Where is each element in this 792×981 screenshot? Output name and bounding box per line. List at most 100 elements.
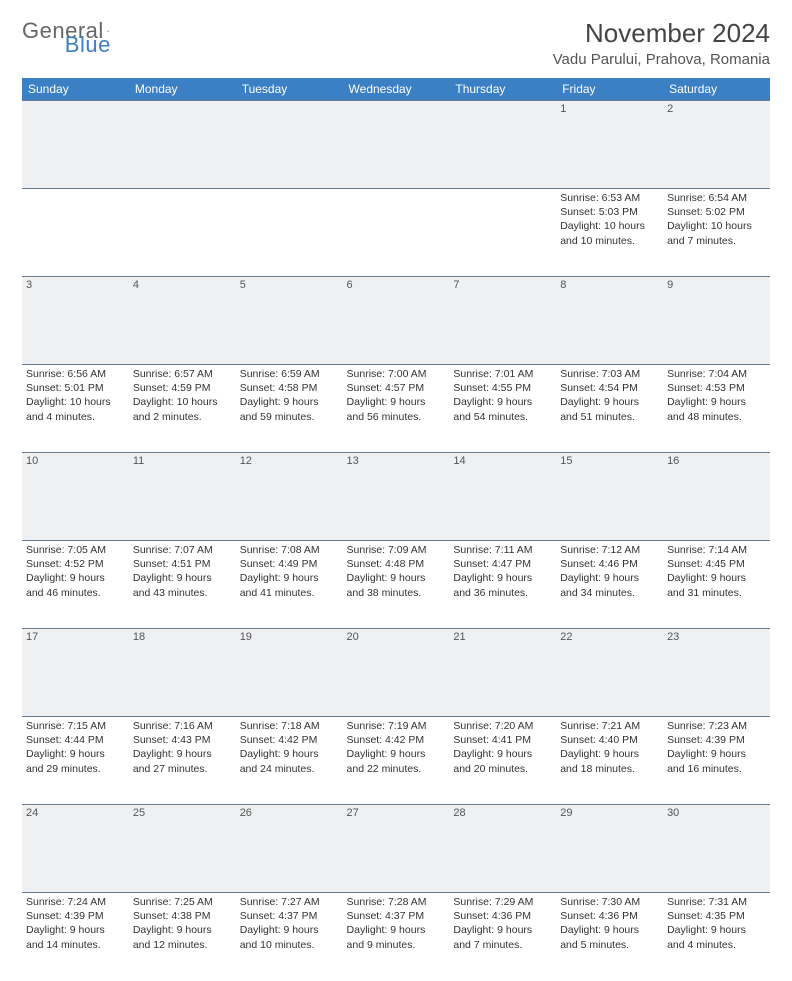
day-number: 22: [556, 629, 663, 717]
day-number: 9: [663, 277, 770, 365]
sunset-text: Sunset: 4:40 PM: [560, 733, 659, 747]
sunrise-text: Sunrise: 6:56 AM: [26, 367, 125, 381]
day-number: 7: [449, 277, 556, 365]
daylight-text: Daylight: 10 hours and 2 minutes.: [133, 395, 232, 423]
sunset-text: Sunset: 4:59 PM: [133, 381, 232, 395]
day-details: Sunrise: 7:27 AMSunset: 4:37 PMDaylight:…: [240, 895, 339, 952]
sunrise-text: Sunrise: 6:53 AM: [560, 191, 659, 205]
daylight-text: Daylight: 9 hours and 5 minutes.: [560, 923, 659, 951]
day-number: [343, 101, 450, 189]
day-cell: Sunrise: 7:19 AMSunset: 4:42 PMDaylight:…: [343, 717, 450, 805]
day-details: Sunrise: 6:54 AMSunset: 5:02 PMDaylight:…: [667, 191, 766, 248]
sunset-text: Sunset: 4:41 PM: [453, 733, 552, 747]
day-details: Sunrise: 7:11 AMSunset: 4:47 PMDaylight:…: [453, 543, 552, 600]
sunrise-text: Sunrise: 7:09 AM: [347, 543, 446, 557]
day-content-row: Sunrise: 7:24 AMSunset: 4:39 PMDaylight:…: [22, 893, 770, 981]
weekday-header: Sunday: [22, 78, 129, 101]
daylight-text: Daylight: 9 hours and 46 minutes.: [26, 571, 125, 599]
day-number: 16: [663, 453, 770, 541]
day-cell: Sunrise: 6:54 AMSunset: 5:02 PMDaylight:…: [663, 189, 770, 277]
sunset-text: Sunset: 4:58 PM: [240, 381, 339, 395]
day-cell: Sunrise: 7:12 AMSunset: 4:46 PMDaylight:…: [556, 541, 663, 629]
logo: General Blue: [22, 18, 177, 44]
day-details: Sunrise: 7:08 AMSunset: 4:49 PMDaylight:…: [240, 543, 339, 600]
day-content-row: Sunrise: 7:05 AMSunset: 4:52 PMDaylight:…: [22, 541, 770, 629]
sunset-text: Sunset: 4:45 PM: [667, 557, 766, 571]
daylight-text: Daylight: 9 hours and 7 minutes.: [453, 923, 552, 951]
daylight-text: Daylight: 9 hours and 4 minutes.: [667, 923, 766, 951]
weekday-header: Wednesday: [343, 78, 450, 101]
sunrise-text: Sunrise: 6:59 AM: [240, 367, 339, 381]
daylight-text: Daylight: 9 hours and 38 minutes.: [347, 571, 446, 599]
day-details: Sunrise: 7:24 AMSunset: 4:39 PMDaylight:…: [26, 895, 125, 952]
day-cell: Sunrise: 7:14 AMSunset: 4:45 PMDaylight:…: [663, 541, 770, 629]
daylight-text: Daylight: 10 hours and 7 minutes.: [667, 219, 766, 247]
day-details: Sunrise: 7:25 AMSunset: 4:38 PMDaylight:…: [133, 895, 232, 952]
sunrise-text: Sunrise: 7:29 AM: [453, 895, 552, 909]
daylight-text: Daylight: 9 hours and 24 minutes.: [240, 747, 339, 775]
daylight-text: Daylight: 9 hours and 43 minutes.: [133, 571, 232, 599]
header: General Blue November 2024 Vadu Parului,…: [22, 18, 770, 68]
location: Vadu Parului, Prahova, Romania: [553, 51, 770, 68]
sunset-text: Sunset: 4:39 PM: [667, 733, 766, 747]
sunrise-text: Sunrise: 7:15 AM: [26, 719, 125, 733]
daylight-text: Daylight: 9 hours and 9 minutes.: [347, 923, 446, 951]
day-number: 17: [22, 629, 129, 717]
day-cell: Sunrise: 7:05 AMSunset: 4:52 PMDaylight:…: [22, 541, 129, 629]
weekday-header: Friday: [556, 78, 663, 101]
day-cell: Sunrise: 7:27 AMSunset: 4:37 PMDaylight:…: [236, 893, 343, 981]
day-cell: [129, 189, 236, 277]
sunset-text: Sunset: 4:52 PM: [26, 557, 125, 571]
day-number: [236, 101, 343, 189]
day-details: Sunrise: 7:29 AMSunset: 4:36 PMDaylight:…: [453, 895, 552, 952]
sunset-text: Sunset: 4:54 PM: [560, 381, 659, 395]
day-details: Sunrise: 6:57 AMSunset: 4:59 PMDaylight:…: [133, 367, 232, 424]
sunrise-text: Sunrise: 7:27 AM: [240, 895, 339, 909]
day-cell: Sunrise: 7:00 AMSunset: 4:57 PMDaylight:…: [343, 365, 450, 453]
day-cell: Sunrise: 6:57 AMSunset: 4:59 PMDaylight:…: [129, 365, 236, 453]
daylight-text: Daylight: 9 hours and 54 minutes.: [453, 395, 552, 423]
day-cell: Sunrise: 7:20 AMSunset: 4:41 PMDaylight:…: [449, 717, 556, 805]
daylight-text: Daylight: 9 hours and 51 minutes.: [560, 395, 659, 423]
day-details: Sunrise: 7:18 AMSunset: 4:42 PMDaylight:…: [240, 719, 339, 776]
day-cell: Sunrise: 7:15 AMSunset: 4:44 PMDaylight:…: [22, 717, 129, 805]
day-cell: Sunrise: 7:01 AMSunset: 4:55 PMDaylight:…: [449, 365, 556, 453]
sunrise-text: Sunrise: 6:57 AM: [133, 367, 232, 381]
day-number: 29: [556, 805, 663, 893]
sunrise-text: Sunrise: 7:16 AM: [133, 719, 232, 733]
sunset-text: Sunset: 4:48 PM: [347, 557, 446, 571]
day-number: 24: [22, 805, 129, 893]
day-cell: Sunrise: 7:25 AMSunset: 4:38 PMDaylight:…: [129, 893, 236, 981]
day-details: Sunrise: 7:05 AMSunset: 4:52 PMDaylight:…: [26, 543, 125, 600]
daylight-text: Daylight: 9 hours and 59 minutes.: [240, 395, 339, 423]
day-number-row: 24252627282930: [22, 805, 770, 893]
day-details: Sunrise: 7:19 AMSunset: 4:42 PMDaylight:…: [347, 719, 446, 776]
day-content-row: Sunrise: 6:56 AMSunset: 5:01 PMDaylight:…: [22, 365, 770, 453]
weekday-header: Thursday: [449, 78, 556, 101]
daylight-text: Daylight: 9 hours and 36 minutes.: [453, 571, 552, 599]
sunset-text: Sunset: 4:43 PM: [133, 733, 232, 747]
calendar-table: SundayMondayTuesdayWednesdayThursdayFrid…: [22, 78, 770, 981]
sunset-text: Sunset: 4:36 PM: [453, 909, 552, 923]
sunset-text: Sunset: 4:55 PM: [453, 381, 552, 395]
sunset-text: Sunset: 4:53 PM: [667, 381, 766, 395]
logo-text-blue: Blue: [65, 32, 111, 58]
weekday-header: Monday: [129, 78, 236, 101]
day-number: 11: [129, 453, 236, 541]
sunrise-text: Sunrise: 7:18 AM: [240, 719, 339, 733]
day-details: Sunrise: 7:09 AMSunset: 4:48 PMDaylight:…: [347, 543, 446, 600]
daylight-text: Daylight: 9 hours and 10 minutes.: [240, 923, 339, 951]
sunrise-text: Sunrise: 7:01 AM: [453, 367, 552, 381]
sunrise-text: Sunrise: 7:07 AM: [133, 543, 232, 557]
day-number: 2: [663, 101, 770, 189]
sunset-text: Sunset: 4:38 PM: [133, 909, 232, 923]
sunrise-text: Sunrise: 7:00 AM: [347, 367, 446, 381]
title-block: November 2024 Vadu Parului, Prahova, Rom…: [553, 18, 770, 68]
daylight-text: Daylight: 9 hours and 41 minutes.: [240, 571, 339, 599]
sunset-text: Sunset: 4:37 PM: [347, 909, 446, 923]
day-number: 12: [236, 453, 343, 541]
sunset-text: Sunset: 4:37 PM: [240, 909, 339, 923]
day-details: Sunrise: 6:56 AMSunset: 5:01 PMDaylight:…: [26, 367, 125, 424]
day-number: 30: [663, 805, 770, 893]
day-content-row: Sunrise: 7:15 AMSunset: 4:44 PMDaylight:…: [22, 717, 770, 805]
